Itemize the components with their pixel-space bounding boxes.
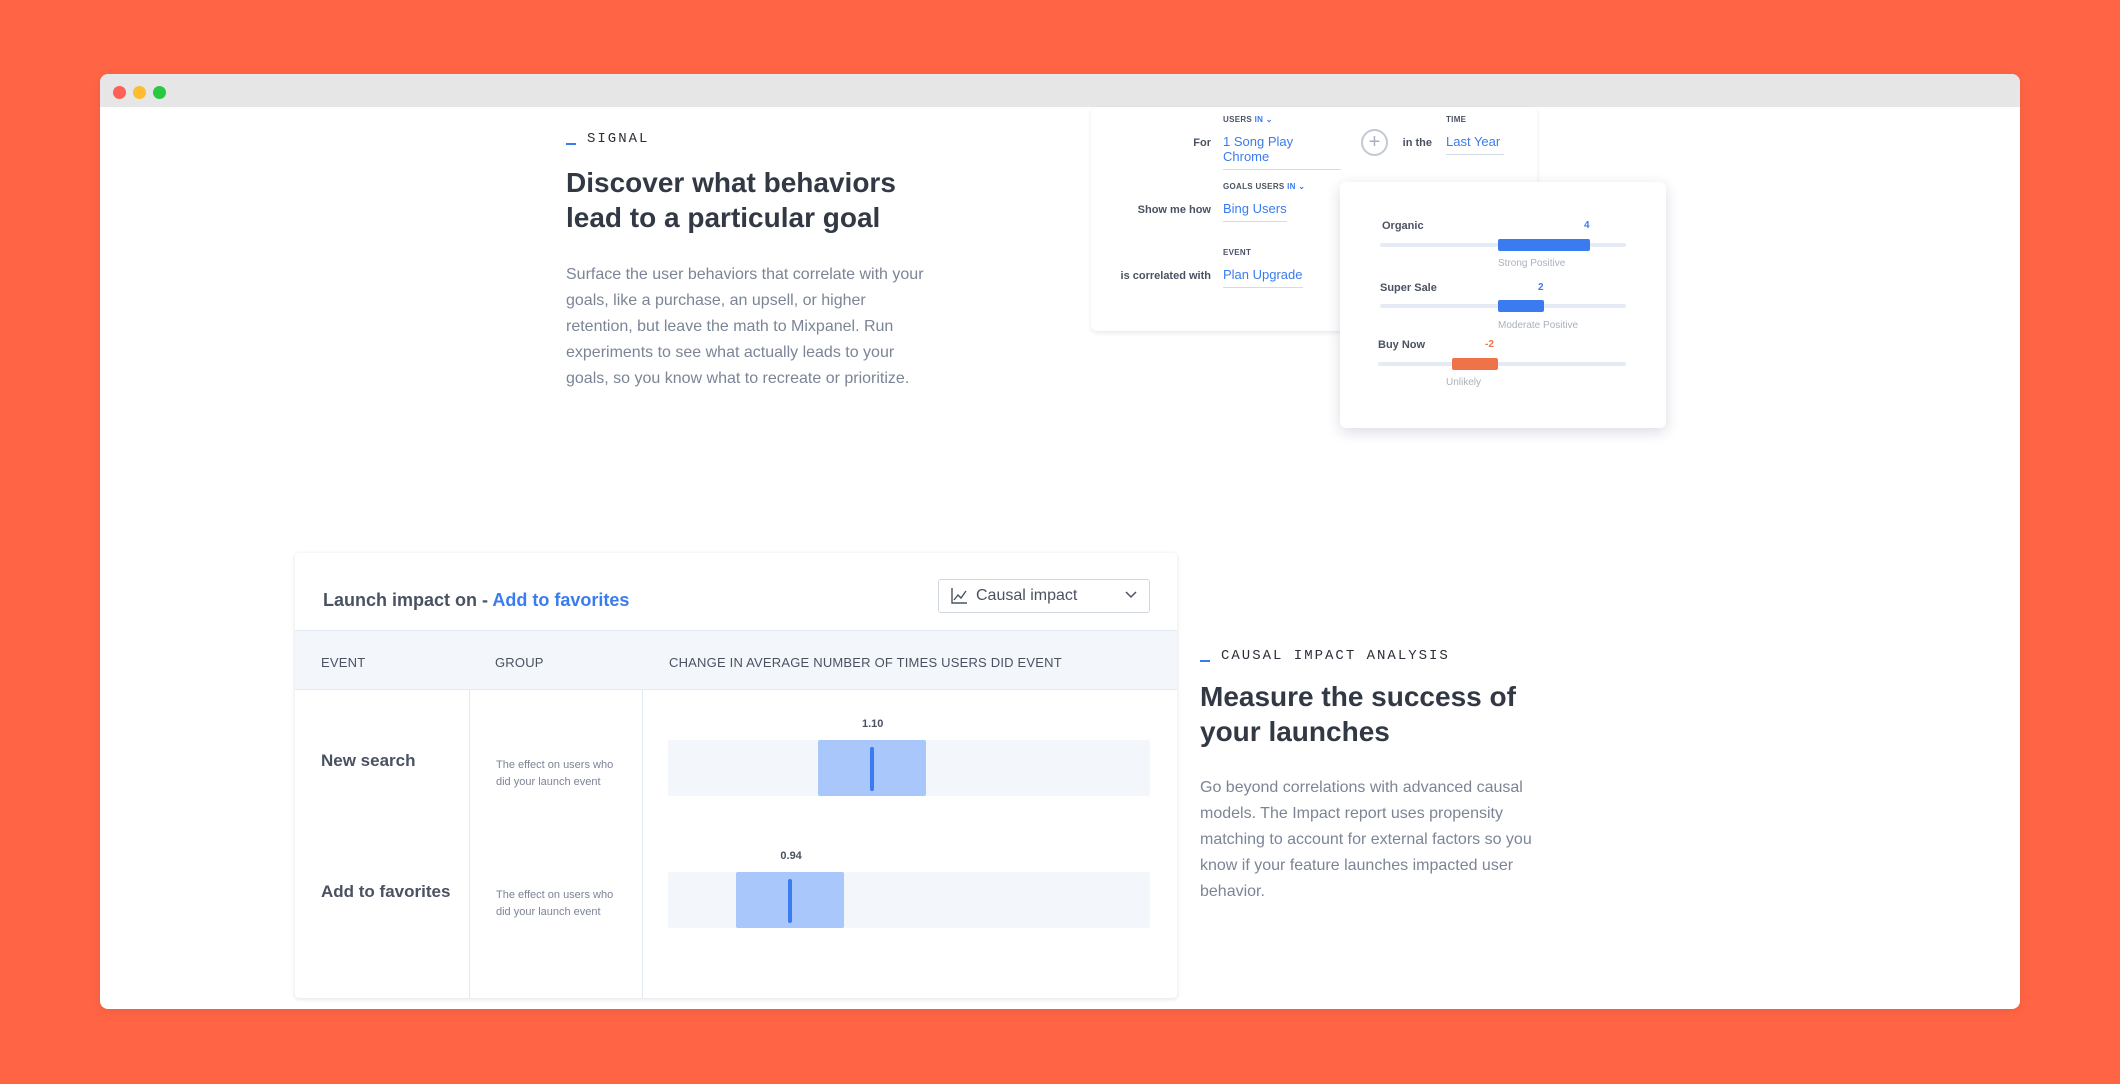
show-me-how-label: Show me how	[1137, 204, 1211, 216]
goals-in-toggle[interactable]: IN	[1287, 182, 1296, 191]
plus-icon: +	[1368, 131, 1381, 153]
eyebrow-accent-bar	[566, 142, 576, 145]
page-content: SIGNAL Discover what behaviors lead to a…	[100, 107, 2020, 1009]
correlated-with-label: is correlated with	[1120, 270, 1211, 282]
impact-title-link[interactable]: Add to favorites	[492, 590, 630, 610]
impact-value: 1.10	[862, 718, 884, 730]
chevron-down-icon: ⌄	[1265, 115, 1273, 124]
correlation-value: 2	[1538, 282, 1544, 293]
signal-heading: Discover what behaviors lead to a partic…	[566, 165, 986, 235]
impact-title: Launch impact on - Add to favorites	[323, 590, 629, 611]
window-titlebar	[100, 74, 2020, 107]
impact-value: 0.94	[780, 850, 802, 862]
causal-heading-line2: your launches	[1200, 716, 1390, 747]
column-header-change: CHANGE IN AVERAGE NUMBER OF TIMES USERS …	[669, 655, 1062, 670]
chevron-down-icon	[1125, 591, 1137, 599]
users-caption: USERS IN ⌄	[1223, 115, 1273, 124]
impact-marker	[788, 879, 793, 923]
correlation-bar	[1498, 239, 1590, 251]
correlation-description: Strong Positive	[1498, 258, 1566, 269]
chevron-down-icon: ⌄	[1298, 182, 1306, 191]
row-event-name: New search	[321, 751, 416, 770]
row-group-text: The effect on users who did your launch …	[496, 889, 614, 918]
time-filter-value[interactable]: Last Year	[1446, 134, 1504, 155]
line-chart-icon	[951, 588, 967, 604]
table-header: EVENT GROUP CHANGE IN AVERAGE NUMBER OF …	[295, 630, 1177, 690]
browser-window: SIGNAL Discover what behaviors lead to a…	[100, 74, 2020, 1009]
impact-marker	[870, 747, 874, 791]
in-the-label: in the	[1402, 137, 1432, 149]
column-divider	[469, 690, 470, 998]
correlation-results-card: Organic 4 Strong Positive Super Sale 2 M…	[1340, 182, 1666, 428]
causal-eyebrow-label: CAUSAL IMPACT ANALYSIS	[1221, 648, 1450, 664]
correlation-track	[1378, 362, 1626, 366]
impact-bar-track	[668, 872, 1150, 928]
correlation-value: 4	[1584, 220, 1590, 231]
causal-heading: Measure the success of your launches	[1200, 679, 1600, 749]
impact-bar	[736, 872, 845, 928]
launch-impact-card: Launch impact on - Add to favorites Caus…	[295, 553, 1177, 998]
eyebrow-accent-bar	[1200, 659, 1210, 662]
row-event-name: Add to favorites	[321, 882, 451, 901]
correlation-name: Super Sale	[1380, 282, 1437, 294]
correlation-value: -2	[1485, 339, 1494, 350]
signal-eyebrow: SIGNAL	[566, 131, 649, 147]
signal-eyebrow-label: SIGNAL	[587, 131, 650, 147]
minimize-window-button[interactable]	[133, 86, 146, 99]
signal-heading-line2: lead to a particular goal	[566, 202, 881, 233]
impact-bar-track	[668, 740, 1150, 796]
signal-description: Surface the user behaviors that correlat…	[566, 266, 924, 387]
goals-filter-value[interactable]: Bing Users	[1223, 201, 1287, 222]
dropdown-label: Causal impact	[976, 587, 1078, 604]
correlation-description: Moderate Positive	[1498, 320, 1579, 331]
correlation-name: Buy Now	[1378, 339, 1426, 351]
correlation-bar	[1452, 358, 1498, 370]
causal-eyebrow: CAUSAL IMPACT ANALYSIS	[1200, 648, 1450, 664]
causal-heading-line1: Measure the success of	[1200, 681, 1516, 712]
column-divider	[642, 690, 643, 998]
impact-title-prefix: Launch impact on -	[323, 590, 493, 610]
maximize-window-button[interactable]	[153, 86, 166, 99]
event-caption: EVENT	[1223, 248, 1252, 257]
goals-caption: GOALS USERS IN ⌄	[1223, 182, 1305, 191]
analysis-type-dropdown[interactable]: Causal impact	[938, 579, 1150, 613]
event-filter-value[interactable]: Plan Upgrade	[1223, 267, 1303, 288]
impact-bar	[818, 740, 926, 796]
goals-caption-text: GOALS USERS	[1223, 182, 1285, 191]
users-filter-value[interactable]: 1 Song Play Chrome	[1223, 134, 1341, 170]
column-header-group: GROUP	[495, 655, 544, 670]
close-window-button[interactable]	[113, 86, 126, 99]
column-header-event: EVENT	[321, 655, 366, 670]
users-caption-text: USERS	[1223, 115, 1253, 124]
add-filter-button[interactable]: +	[1361, 129, 1388, 156]
correlation-name: Organic	[1382, 220, 1424, 232]
row-group-text: The effect on users who did your launch …	[496, 759, 614, 788]
for-label: For	[1193, 137, 1211, 149]
correlation-description: Unlikely	[1446, 377, 1482, 388]
signal-heading-line1: Discover what behaviors	[566, 167, 896, 198]
time-caption: TIME	[1446, 115, 1467, 124]
users-in-toggle[interactable]: IN	[1254, 115, 1264, 124]
correlation-bar	[1498, 300, 1544, 312]
causal-description: Go beyond correlations with advanced cau…	[1200, 779, 1532, 900]
